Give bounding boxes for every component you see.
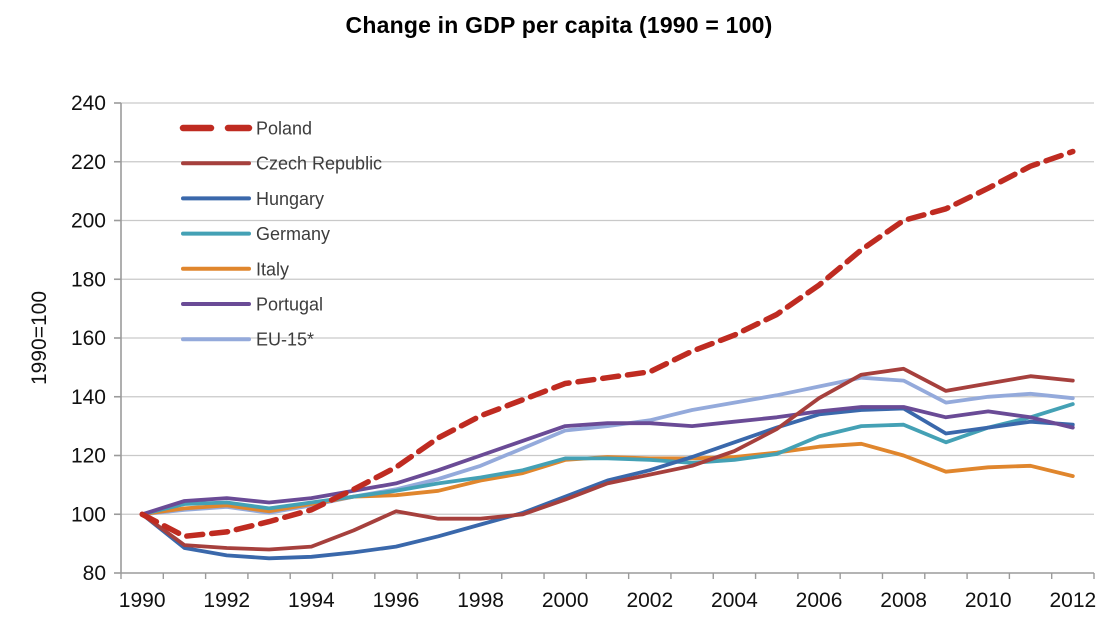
- x-tick-label-1990: 1990: [119, 589, 166, 612]
- legend-label-poland: Poland: [256, 119, 312, 139]
- y-tick-label-180: 180: [71, 268, 106, 291]
- x-tick-label-2012: 2012: [1049, 589, 1096, 612]
- legend-item-hungary: Hungary: [181, 189, 324, 209]
- legend-label-czech-republic: Czech Republic: [256, 154, 382, 174]
- legend-label-eu-15: EU-15*: [256, 330, 314, 350]
- y-tick-label-80: 80: [83, 562, 106, 585]
- series-line-portugal: [140, 405, 1075, 517]
- y-tick-label-100: 100: [71, 503, 106, 526]
- series-line-poland: [139, 148, 1076, 540]
- legend-item-italy: Italy: [181, 259, 289, 279]
- legend-item-poland: Poland: [179, 119, 312, 139]
- legend-item-czech-republic: Czech Republic: [181, 154, 382, 174]
- x-tick-label-2000: 2000: [542, 589, 589, 612]
- y-tick-label-160: 160: [71, 327, 106, 350]
- x-tick-label-1996: 1996: [373, 589, 420, 612]
- legend-label-hungary: Hungary: [256, 189, 324, 209]
- legend-label-germany: Germany: [256, 224, 330, 244]
- x-tick-label-2004: 2004: [711, 589, 758, 612]
- y-tick-label-120: 120: [71, 445, 106, 468]
- y-axis-title: 1990=100: [28, 291, 51, 385]
- legend-label-portugal: Portugal: [256, 295, 323, 315]
- x-tick-label-2010: 2010: [965, 589, 1012, 612]
- series-line-eu-15: [140, 375, 1075, 517]
- y-tick-label-200: 200: [71, 210, 106, 233]
- legend: Poland Czech Republic Hungary Germany Italy P…: [179, 119, 382, 350]
- x-tick-label-1998: 1998: [457, 589, 504, 612]
- series-line-hungary: [140, 406, 1075, 561]
- x-tick-label-2008: 2008: [880, 589, 927, 612]
- y-tick-label-220: 220: [71, 151, 106, 174]
- x-tick-label-1994: 1994: [288, 589, 335, 612]
- series-line-czech-republic: [140, 366, 1075, 552]
- chart-title: Change in GDP per capita (1990 = 100): [345, 12, 773, 38]
- x-tick-label-1992: 1992: [203, 589, 250, 612]
- x-tick-label-2006: 2006: [796, 589, 843, 612]
- x-tick-label-2002: 2002: [626, 589, 673, 612]
- legend-item-eu-15: EU-15*: [181, 330, 314, 350]
- series-line-germany: [140, 402, 1075, 517]
- legend-item-germany: Germany: [181, 224, 330, 244]
- legend-item-portugal: Portugal: [181, 295, 323, 315]
- y-tick-label-240: 240: [71, 92, 106, 115]
- legend-label-italy: Italy: [256, 259, 289, 279]
- y-tick-label-140: 140: [71, 386, 106, 409]
